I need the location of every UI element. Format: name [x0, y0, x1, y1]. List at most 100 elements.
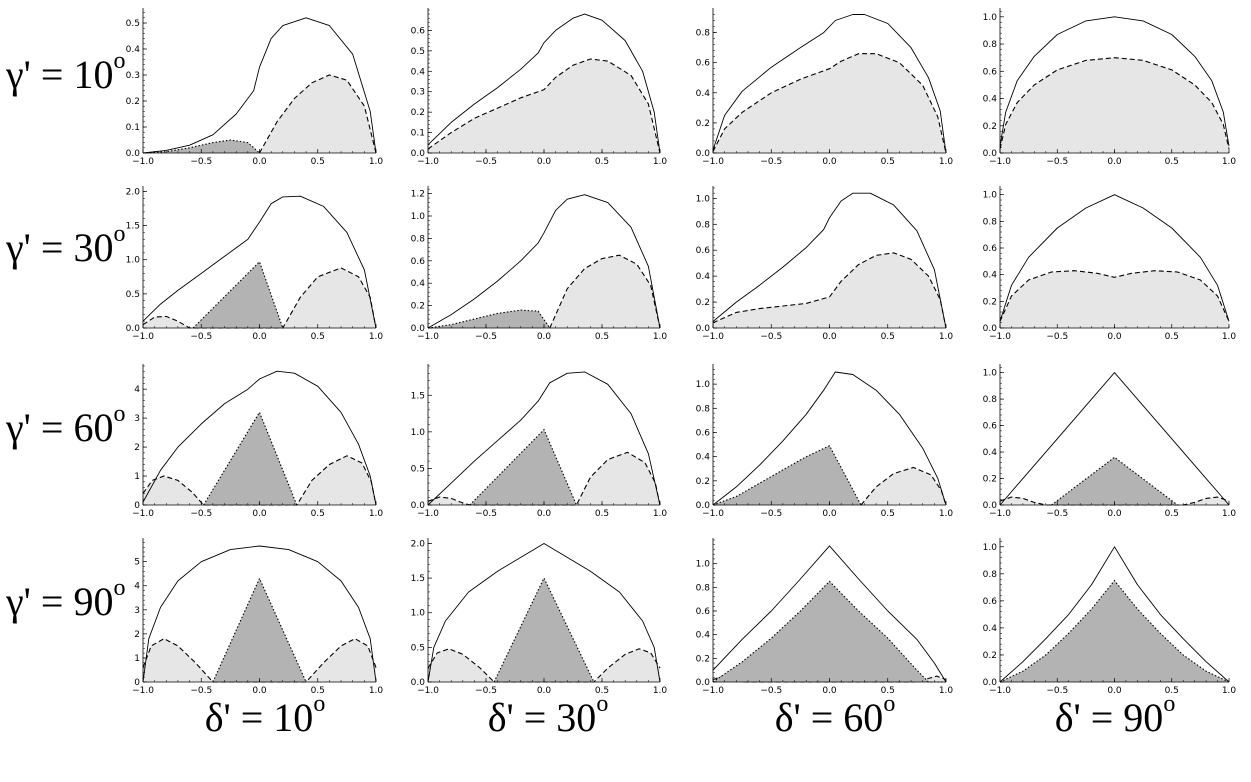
y-tick-label: 3 [134, 414, 140, 424]
y-tick-label: 0.2 [983, 475, 997, 485]
y-tick-label: 0.6 [696, 246, 711, 256]
y-tick-label: 0.4 [696, 272, 711, 282]
y-tick-label: 0.2 [696, 119, 710, 129]
light-region [143, 267, 376, 328]
x-tick-label: −1.0 [417, 686, 439, 696]
light-region [428, 59, 660, 153]
y-tick-label: 0.0 [411, 149, 426, 159]
x-tick-label: −0.5 [190, 509, 212, 519]
x-tick-label: 0.5 [595, 686, 609, 696]
y-tick-label: 0.8 [696, 583, 711, 593]
y-tick-label: 0.3 [411, 88, 425, 98]
dotted-curve [712, 580, 946, 683]
x-tick-label: −0.5 [475, 157, 497, 167]
y-tick-label: 0.8 [983, 217, 998, 227]
x-tick-label: 1.0 [369, 686, 384, 696]
row-label-symbol: γ' [6, 405, 31, 450]
y-tick-label: 0.8 [696, 404, 711, 414]
solid-curve [142, 545, 377, 683]
x-tick-label: −1.0 [989, 157, 1011, 167]
x-tick-label: −0.5 [760, 157, 782, 167]
x-tick-label: 0.0 [252, 509, 267, 519]
x-tick-label: 0.5 [1165, 157, 1179, 167]
y-tick-label: 0 [134, 501, 140, 511]
y-tick-label: 4 [134, 385, 140, 395]
y-tick-label: 0.6 [983, 597, 998, 607]
col-label-delta-90: δ' = 90o [1015, 692, 1215, 738]
light-region [713, 53, 946, 154]
y-tick-label: 0.6 [983, 244, 998, 254]
x-tick-label: 0.0 [822, 686, 837, 696]
x-tick-label: −0.5 [475, 509, 497, 519]
solid-curve [999, 546, 1230, 683]
solid-curve [427, 543, 661, 683]
row-label-degree: o [113, 575, 126, 601]
solid-curve [427, 194, 661, 329]
y-tick-label: 1.0 [983, 543, 998, 553]
y-tick-label: 0.0 [983, 678, 998, 688]
y-tick-label: 0.2 [983, 651, 997, 661]
col-label-degree: o [1163, 691, 1176, 717]
x-tick-label: 1.0 [939, 157, 954, 167]
dark-region [143, 140, 260, 153]
panel-r3-c1: −1.0 −0.5 0.0 0.5 1.0 0.0 0.5 1.0 1.5 2.0 [411, 538, 667, 696]
y-tick-label: 0.4 [983, 448, 998, 458]
col-label-symbol: δ' [204, 695, 231, 740]
y-tick-label: 0.2 [983, 297, 997, 307]
dashed-curve [549, 254, 661, 329]
x-tick-label: 0.5 [595, 332, 609, 342]
light-region [1000, 270, 1229, 328]
panel-r3-c3: −1.0 −0.5 0.0 0.5 1.0 0.0 0.2 0.4 0.6 0.8 1.0 [983, 538, 1236, 696]
row-label-gamma-60: γ' = 60o [6, 402, 125, 450]
dark-region [212, 578, 307, 682]
x-tick-label: 0.5 [595, 157, 609, 167]
y-tick-label: 0.0 [696, 324, 711, 334]
x-tick-label: 1.0 [939, 332, 954, 342]
y-tick-label: 0 [134, 678, 140, 688]
y-tick-label: 1.0 [411, 609, 426, 619]
y-tick-label: 0.6 [983, 67, 998, 77]
y-tick-label: 1.0 [983, 13, 998, 23]
y-tick-label: 1.2 [411, 190, 425, 200]
x-tick-label: −1.0 [702, 157, 724, 167]
panel-r3-c2: −1.0 −0.5 0.0 0.5 1.0 0.0 0.2 0.4 0.6 0.8 1.0 [696, 538, 953, 696]
col-label-delta-10: δ' = 10o [165, 692, 365, 740]
x-tick-label: −0.5 [760, 686, 782, 696]
x-tick-label: −1.0 [417, 332, 439, 342]
dashed-curve [142, 638, 377, 683]
y-tick-label: 0.6 [411, 26, 426, 36]
panel-r3-c0: −1.0 −0.5 0.0 0.5 1.0 0 1 2 3 4 5 [132, 538, 383, 696]
y-tick-label: 0.0 [983, 324, 998, 334]
dashed-curve [712, 252, 947, 329]
x-tick-label: −1.0 [417, 509, 439, 519]
y-tick-label: 0.6 [411, 257, 426, 267]
y-tick-label: 0.5 [411, 47, 425, 57]
y-tick-label: 0.0 [696, 501, 711, 511]
y-tick-label: 1.0 [696, 194, 711, 204]
y-tick-label: 0.0 [411, 678, 426, 688]
solid-curve [712, 192, 947, 329]
dashed-curve [427, 451, 661, 506]
dashed-curve [999, 57, 1230, 150]
y-tick-label: 1 [134, 472, 140, 482]
col-label-degree: o [596, 691, 609, 717]
x-tick-label: −0.5 [190, 157, 212, 167]
x-tick-label: 0.0 [822, 509, 837, 519]
x-tick-label: 1.0 [653, 157, 668, 167]
light-region [1000, 57, 1229, 154]
x-tick-label: 0.5 [881, 686, 895, 696]
x-tick-label: 0.0 [537, 157, 552, 167]
x-tick-label: 0.0 [1107, 332, 1122, 342]
row-label-gamma-30: γ' = 30o [6, 222, 125, 268]
x-tick-label: 0.5 [881, 157, 895, 167]
light-region [143, 638, 376, 682]
x-tick-label: −1.0 [989, 686, 1011, 696]
x-tick-label: −1.0 [989, 332, 1011, 342]
y-tick-label: 0.5 [126, 290, 140, 300]
y-tick-label: 0.1 [411, 129, 425, 139]
x-tick-label: 0.5 [311, 157, 325, 167]
y-tick-label: 1.0 [411, 212, 426, 222]
solid-curve [999, 372, 1230, 506]
y-tick-label: 0.4 [696, 89, 711, 99]
